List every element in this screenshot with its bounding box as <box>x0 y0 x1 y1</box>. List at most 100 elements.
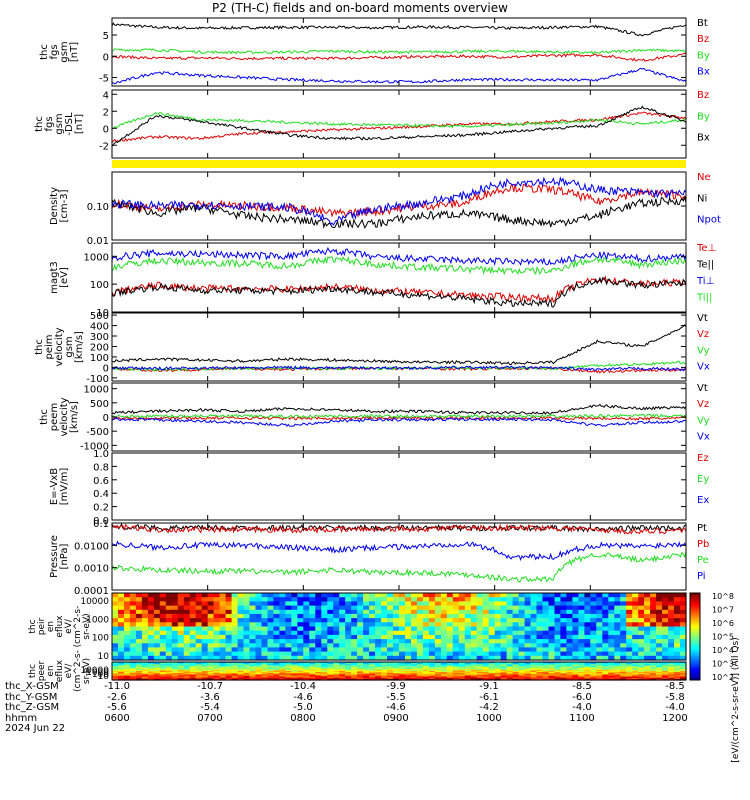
spectrogram-cell <box>572 601 579 607</box>
spectrogram-cell <box>129 634 137 640</box>
spectrogram-cell <box>399 675 406 678</box>
spectrogram-cell <box>578 668 585 671</box>
spectrogram-cell <box>506 605 514 611</box>
spectrogram-cell <box>159 630 167 636</box>
spectrogram-cell <box>315 673 322 675</box>
spectrogram-cell <box>207 667 215 670</box>
spectrogram-cell <box>351 634 358 640</box>
spectrogram-cell <box>141 634 149 640</box>
spectrogram-cell <box>548 613 556 619</box>
spectrogram-cell <box>500 672 508 674</box>
spectrogram-cell <box>177 639 185 644</box>
spectrogram-cell <box>285 672 292 674</box>
spectrogram-cell <box>572 626 579 632</box>
legend-Bz: Bz <box>697 90 709 101</box>
spectrogram-cell <box>446 672 454 674</box>
spectrogram-cell <box>255 626 263 632</box>
spectrogram-cell <box>297 665 304 668</box>
spectrogram-cell <box>375 609 382 615</box>
spectrogram-cell <box>596 613 603 619</box>
spectrogram-cell <box>680 664 687 666</box>
spectrogram-cell <box>159 613 167 619</box>
spectrogram-cell <box>572 672 579 674</box>
spectrogram-cell <box>405 672 412 674</box>
spectrogram-cell <box>572 662 579 664</box>
spectrogram-cell <box>488 662 496 664</box>
spectrogram-cell <box>207 663 215 665</box>
spectrogram-cell <box>369 618 376 623</box>
spectrogram-cell <box>488 674 496 677</box>
spectrogram-cell <box>243 666 251 669</box>
y-tick-label: 100 <box>92 634 109 644</box>
spectrogram-cell <box>141 674 149 677</box>
spectrogram-cell <box>620 671 627 673</box>
spectrogram-cell <box>393 605 400 611</box>
spectrogram-cell <box>243 609 251 615</box>
spectrogram-cell <box>279 609 286 615</box>
spectrogram-cell <box>614 647 621 653</box>
spectrogram-cell <box>393 671 400 673</box>
spectrogram-cell <box>153 673 161 675</box>
spectrogram-cell <box>566 676 573 679</box>
spectrogram-cell <box>446 662 454 664</box>
y-tick-label: 0.1 <box>93 519 109 530</box>
spectrogram-cell <box>255 675 263 678</box>
colorbar-segment <box>690 619 700 622</box>
spectrogram-cell <box>638 634 645 640</box>
spectrogram-cell <box>626 622 633 628</box>
spectrogram-cell <box>500 664 508 666</box>
spectrogram-cell <box>237 677 245 680</box>
spectrogram-cell <box>177 593 185 598</box>
spectrogram-cell <box>375 667 382 670</box>
spectrogram-cell <box>644 643 651 649</box>
spectrogram-cell <box>428 671 436 673</box>
spectrogram-cell <box>626 673 633 675</box>
footer-value: -11.0 <box>104 681 130 692</box>
spectrogram-cell <box>309 597 316 602</box>
spectrogram-cell <box>315 630 322 636</box>
series-line-Vx <box>111 417 687 428</box>
spectrogram-cell <box>339 675 346 678</box>
spectrogram-cell <box>530 618 538 623</box>
spectrogram-cell <box>399 618 406 623</box>
colorbar-segment <box>690 621 700 624</box>
spectrogram-cell <box>285 622 292 628</box>
spectrogram-cell <box>207 622 215 628</box>
spectrogram-cell <box>638 601 645 607</box>
spectrogram-cell <box>500 613 508 619</box>
spectrogram-cell <box>285 671 292 673</box>
spectrogram-cell <box>267 618 275 623</box>
footer-row-x: thc_X-GSM -11.0 -10.7 -10.4 -9.9 -9.1 -8… <box>5 681 705 693</box>
spectrogram-cell <box>572 639 579 644</box>
y-axis-label: [mV/m] <box>59 468 70 506</box>
spectrogram-cell <box>518 605 526 611</box>
spectrogram-cell <box>369 651 376 657</box>
spectrogram-cell <box>524 676 532 679</box>
spectrogram-cell <box>411 601 418 607</box>
spectrogram-cell <box>381 669 388 672</box>
spectrogram-cell <box>524 622 532 628</box>
spectrogram-cell <box>626 643 633 649</box>
spectrogram-cell <box>542 662 550 664</box>
spectrogram-cell <box>500 673 508 675</box>
spectrogram-cell <box>291 643 298 649</box>
spectrogram-cell <box>279 647 286 653</box>
spectrogram-cell <box>165 630 173 636</box>
spectrogram-cell <box>578 601 585 607</box>
spectrogram-cell <box>644 662 651 664</box>
spectrogram-cell <box>656 662 663 664</box>
spectrogram-cell <box>644 630 651 636</box>
spectrogram-cell <box>632 671 639 673</box>
spectrogram-cell <box>512 674 520 677</box>
spectrogram-cell <box>303 643 310 649</box>
spectrogram-cell <box>464 672 472 674</box>
spectrogram-cell <box>560 601 567 607</box>
spectrogram-cell <box>351 605 358 611</box>
spectrogram-cell <box>644 666 651 669</box>
spectrogram-cell <box>159 674 167 677</box>
spectrogram-cell <box>147 597 155 602</box>
spectrogram-cell <box>177 668 185 671</box>
spectrogram-cell <box>482 672 490 674</box>
spectrogram-cell <box>668 668 675 671</box>
spectrogram-cell <box>500 618 508 623</box>
